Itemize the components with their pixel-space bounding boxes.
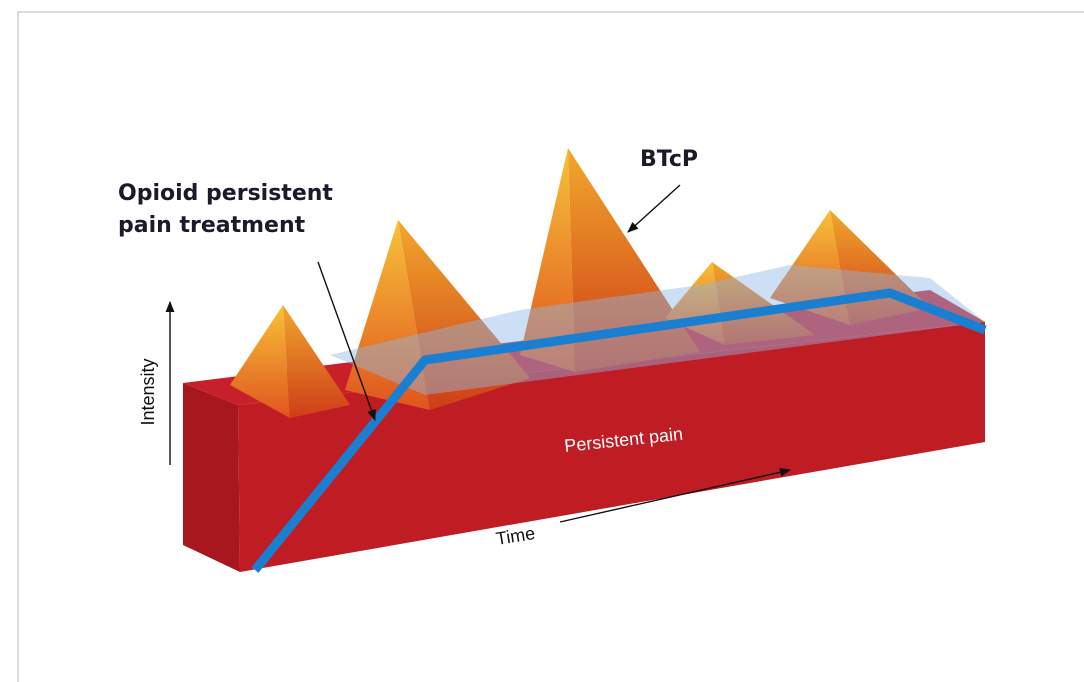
btcp-label: BTcP — [640, 147, 698, 172]
opioid-arrow — [317, 261, 376, 422]
opioid-label: pain treatment — [118, 213, 306, 238]
btcp-arrow — [627, 184, 681, 233]
x-axis-label: Time — [494, 523, 536, 549]
y-axis-label: Intensity — [138, 358, 158, 425]
treatment-line — [251, 288, 987, 573]
opioid-label: Opioid persistent — [118, 181, 333, 206]
time-arrow — [559, 467, 792, 523]
frame — [17, 11, 1084, 682]
